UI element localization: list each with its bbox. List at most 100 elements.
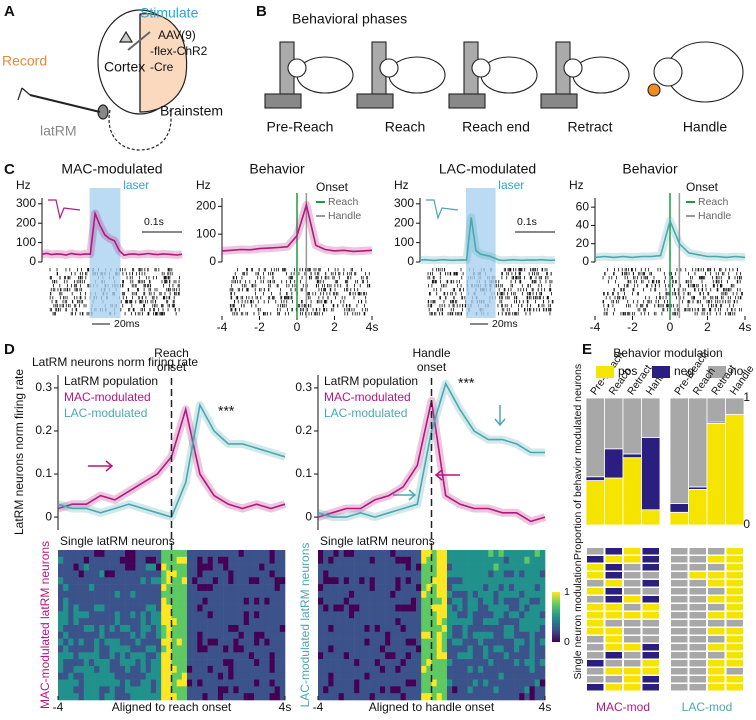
heatmap-cell bbox=[223, 679, 229, 687]
heatmap-cell bbox=[202, 672, 208, 680]
heatmap-cell bbox=[171, 645, 177, 653]
heatmap-cell bbox=[264, 665, 270, 674]
heatmap-cell bbox=[99, 659, 105, 667]
heatmap-cell bbox=[119, 652, 126, 660]
heatmap-cell bbox=[508, 665, 515, 674]
laser-shade bbox=[89, 188, 121, 318]
heatmap-cell bbox=[192, 679, 198, 687]
heatmap-cell bbox=[472, 550, 479, 558]
heatmap-cell bbox=[248, 611, 255, 619]
heatmap-cell bbox=[534, 693, 541, 701]
heatmap-cell bbox=[68, 563, 74, 571]
y-tick-label: 0 bbox=[29, 254, 36, 268]
heatmap-cell bbox=[186, 679, 193, 687]
heatmap-cell bbox=[248, 577, 255, 585]
neuron-cell bbox=[642, 580, 659, 587]
heatmap-cell bbox=[125, 638, 131, 646]
heatmap-cell bbox=[446, 631, 453, 639]
heatmap-cell bbox=[104, 611, 110, 619]
heatmap-cell bbox=[119, 638, 126, 646]
heatmap-cell bbox=[161, 570, 167, 578]
heatmap-cell bbox=[369, 631, 376, 639]
heatmap-cell bbox=[161, 556, 167, 564]
heatmap-cell bbox=[364, 563, 370, 571]
heatmap-cell bbox=[233, 590, 239, 599]
heatmap-cell bbox=[192, 686, 198, 694]
heatmap-cell bbox=[452, 597, 458, 605]
heatmap-cell bbox=[395, 659, 401, 667]
heatmap-cell bbox=[436, 556, 443, 564]
heatmap-cell bbox=[364, 556, 370, 564]
heatmap-cell bbox=[176, 584, 183, 592]
heatmap-cell bbox=[483, 550, 489, 558]
heatmap-cell bbox=[83, 570, 90, 578]
heatmap-cell bbox=[181, 597, 188, 605]
heatmap-cell bbox=[207, 652, 214, 660]
heatmap-cell bbox=[333, 665, 339, 674]
heatmap-cell bbox=[94, 686, 100, 694]
heatmap-cell bbox=[259, 570, 265, 578]
heatmap-cell bbox=[333, 556, 339, 564]
heatmap-cell bbox=[534, 604, 541, 612]
neuron-cell bbox=[689, 572, 706, 579]
heatmap-cell bbox=[254, 577, 260, 585]
heatmap-cell bbox=[264, 659, 270, 667]
trace bbox=[57, 402, 286, 519]
heatmap-cell bbox=[171, 570, 177, 578]
heatmap-cell bbox=[457, 550, 463, 558]
heatmap-cell bbox=[493, 590, 499, 599]
heatmap-cell bbox=[369, 645, 376, 653]
heatmap-cell bbox=[416, 672, 422, 680]
heatmap-cell bbox=[145, 584, 152, 592]
heatmap-cell bbox=[78, 672, 85, 680]
heatmap-cell bbox=[181, 590, 188, 599]
heatmap-cell bbox=[186, 563, 193, 571]
phase-label: Retract bbox=[567, 119, 612, 135]
heatmap-cell bbox=[323, 625, 329, 633]
heatmap-cell bbox=[181, 679, 188, 687]
heatmap-cell bbox=[333, 686, 339, 694]
heatmap-cell bbox=[238, 672, 245, 680]
legend-label: no bbox=[730, 364, 744, 378]
heatmap-cell bbox=[390, 686, 396, 694]
heatmap-cell bbox=[323, 665, 329, 674]
heatmap-cell bbox=[274, 625, 281, 633]
heatmap-cell bbox=[94, 693, 100, 701]
heatmap-cell bbox=[161, 563, 167, 571]
heatmap-cell bbox=[318, 652, 324, 660]
legend-swatch bbox=[596, 366, 614, 378]
heatmap-cell bbox=[483, 556, 489, 564]
heatmap-cell bbox=[416, 645, 422, 653]
x-tick-label: 4s bbox=[739, 320, 752, 334]
heatmap-cell bbox=[104, 693, 110, 701]
heatmap-cell bbox=[524, 638, 530, 646]
heatmap-cell bbox=[135, 597, 141, 605]
heatmap-cell bbox=[259, 618, 265, 626]
heatmap-cell bbox=[58, 597, 64, 605]
heatmap-cell bbox=[441, 625, 448, 633]
heatmap-cell bbox=[328, 659, 334, 667]
heatmap-cell bbox=[130, 645, 136, 653]
heatmap-cell bbox=[323, 645, 329, 653]
heatmap-cell bbox=[498, 563, 505, 571]
heatmap-cell bbox=[181, 577, 188, 585]
heatmap-cell bbox=[472, 563, 479, 571]
heatmap-cell bbox=[166, 604, 172, 612]
heatmap-cell bbox=[441, 638, 448, 646]
heatmap-cell bbox=[192, 631, 198, 639]
heatmap-cell bbox=[416, 590, 422, 599]
neuron-cell bbox=[689, 580, 706, 587]
heatmap-cell bbox=[348, 597, 355, 605]
heatmap-cell bbox=[223, 638, 229, 646]
heatmap-cell bbox=[150, 584, 157, 592]
heatmap-cell bbox=[176, 672, 183, 680]
heatmap-cell bbox=[534, 590, 541, 599]
annotation: laser bbox=[498, 178, 524, 192]
heatmap-cell bbox=[63, 645, 69, 653]
heatmap-cell bbox=[279, 679, 286, 687]
neuron-cell bbox=[708, 588, 725, 595]
heatmap-cell bbox=[269, 590, 275, 599]
heatmap-cell bbox=[431, 590, 437, 599]
heatmap-cell bbox=[400, 550, 407, 558]
heatmap-cell bbox=[503, 584, 510, 592]
